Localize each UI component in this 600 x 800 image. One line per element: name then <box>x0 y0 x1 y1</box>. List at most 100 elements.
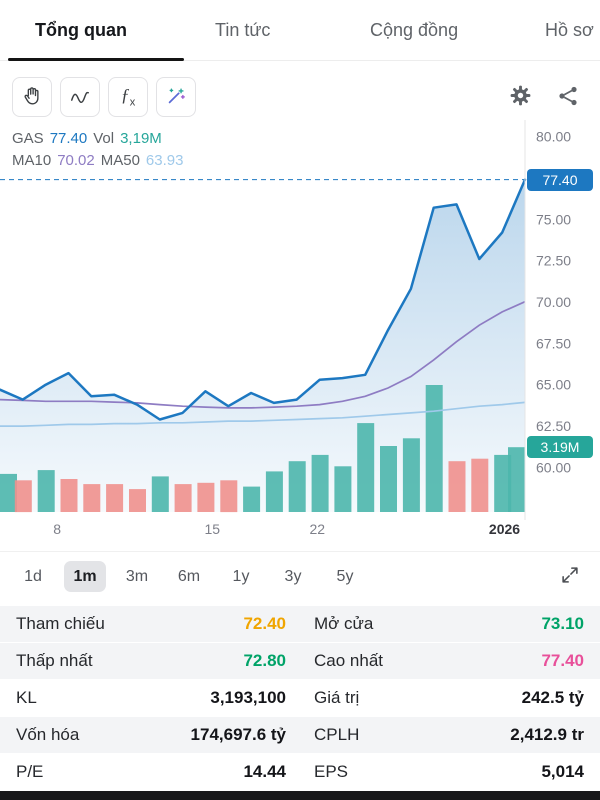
range-3y[interactable]: 3y <box>284 567 302 585</box>
stat-cell: KL 3,193,100 <box>16 688 286 708</box>
stats-row-low-high: Thấp nhất 72.80 Cao nhất 77.40 <box>0 643 600 679</box>
range-1y[interactable]: 1y <box>232 567 250 585</box>
stat-label: Tham chiếu <box>16 614 105 633</box>
tab-tin-tuc[interactable]: Tin tức <box>215 19 271 40</box>
stats-row-reference-open: Tham chiếu 72.40 Mở cửa 73.10 <box>0 606 600 642</box>
ma10-label: MA10 <box>12 152 52 169</box>
stats-row-volume-value: KL 3,193,100 Giá trị 242.5 tỷ <box>0 680 600 716</box>
share-button[interactable] <box>548 77 588 117</box>
volume-bar <box>243 486 261 512</box>
stat-cell: Mở cửa 73.10 <box>314 614 584 634</box>
expand-icon <box>559 564 581 589</box>
tab-tong-quan[interactable]: Tổng quan <box>35 19 127 40</box>
tab-bar: Tổng quan Tin tức Cộng đồng Hồ sơ <box>0 0 600 61</box>
stat-label: CPLH <box>314 725 360 744</box>
tab-ho-so[interactable]: Hồ sơ <box>545 19 594 40</box>
volume-bar <box>311 454 329 512</box>
volume-bar <box>508 447 525 512</box>
volume-bar <box>334 466 352 512</box>
range-1d[interactable]: 1d <box>24 567 42 585</box>
stat-cell: CPLH 2,412.9 tr <box>314 725 584 745</box>
x-axis-label: 2026 <box>489 521 520 537</box>
stats-row-pe-eps: P/E 14.44 EPS 5,014 <box>0 754 600 790</box>
stat-value: 73.10 <box>541 614 584 633</box>
volume-bar <box>60 479 78 512</box>
ma10-value: 70.02 <box>57 152 95 169</box>
ma50-value: 63.93 <box>145 152 184 169</box>
stat-label: Cao nhất <box>314 651 383 670</box>
price-chart[interactable]: 80.00 75.00 72.50 70.00 67.50 65.00 62.50 60.00… <box>0 120 600 545</box>
share-icon <box>556 84 580 111</box>
timeframe-selector: 1d 1m 3m 6m 1y 3y 5y <box>0 551 600 601</box>
magic-wand-icon <box>165 85 187 110</box>
settings-gear-icon <box>508 83 533 111</box>
volume-bar <box>220 480 238 513</box>
stat-value: 72.40 <box>243 614 286 633</box>
stat-label: Thấp nhất <box>16 651 93 670</box>
last-price: 77.40 <box>49 130 88 147</box>
volume-bar <box>37 470 55 512</box>
volume-bar <box>494 454 512 512</box>
stat-cell: Tham chiếu 72.40 <box>16 614 286 634</box>
range-6m[interactable]: 6m <box>177 567 201 585</box>
vol-label: Vol <box>93 130 115 147</box>
vol-value: 3,19M <box>120 130 162 147</box>
stat-cell: Giá trị 242.5 tỷ <box>314 688 584 708</box>
volume-bar <box>402 438 420 512</box>
volume-bar <box>265 471 283 512</box>
range-3m[interactable]: 3m <box>125 567 149 585</box>
stat-cell: Thấp nhất 72.80 <box>16 651 286 671</box>
range-5y[interactable]: 5y <box>336 567 354 585</box>
pan-tool-button[interactable] <box>12 77 52 117</box>
x-axis-label: 22 <box>310 521 326 537</box>
y-axis-label: 67.50 <box>536 335 571 351</box>
tab-cong-dong[interactable]: Cộng đồng <box>370 19 459 40</box>
stat-label: Mở cửa <box>314 614 374 633</box>
volume-bar <box>471 458 489 512</box>
y-axis-label: 65.00 <box>536 377 571 393</box>
volume-bar <box>425 385 443 512</box>
stat-label: Vốn hóa <box>16 725 80 744</box>
volume-bar <box>288 461 306 512</box>
function-fx-button[interactable]: ƒx <box>108 77 148 117</box>
pan-hand-icon <box>21 85 43 110</box>
volume-bar <box>357 423 375 512</box>
volume-bar <box>380 446 397 512</box>
stat-label: EPS <box>314 762 349 781</box>
legend-line-1: GAS 77.40 Vol 3,19M <box>12 128 189 150</box>
chart-canvas: 80.00 75.00 72.50 70.00 67.50 65.00 62.50 60.00… <box>0 120 571 537</box>
ma50-label: MA50 <box>100 152 140 169</box>
volume-bar <box>151 476 169 512</box>
stat-label: KL <box>16 688 37 707</box>
stat-value: 3,193,100 <box>210 688 286 707</box>
volume-bar <box>174 484 192 512</box>
chart-legend: GAS 77.40 Vol 3,19M MA10 70.02 MA50 63.93 <box>12 128 189 172</box>
volume-bar <box>448 461 466 512</box>
y-axis-label: 80.00 <box>536 129 571 145</box>
current-volume-badge: 3.19M <box>527 436 593 458</box>
volume-bar <box>129 489 146 512</box>
price-area-fill <box>0 179 525 512</box>
x-axis-label: 8 <box>53 521 61 537</box>
volume-bar <box>83 484 101 512</box>
range-1m[interactable]: 1m <box>64 561 106 592</box>
stat-cell: P/E 14.44 <box>16 762 286 782</box>
expand-chart-button[interactable] <box>552 559 588 595</box>
stat-value: 77.40 <box>541 651 584 670</box>
settings-button[interactable] <box>500 77 540 117</box>
stat-value: 174,697.6 tỷ <box>190 725 286 744</box>
active-tab-underline <box>8 58 184 61</box>
volume-bar <box>106 484 124 512</box>
y-axis-label: 70.00 <box>536 294 571 310</box>
stat-cell: Cao nhất 77.40 <box>314 651 584 671</box>
volume-bar <box>197 482 215 512</box>
stat-value: 2,412.9 tr <box>510 725 584 744</box>
y-axis-label: 60.00 <box>536 460 571 476</box>
volume-bar <box>0 473 17 512</box>
indicator-button[interactable] <box>60 77 100 117</box>
magic-wand-button[interactable] <box>156 77 196 117</box>
stats-row-marketcap-shares: Vốn hóa 174,697.6 tỷ CPLH 2,412.9 tr <box>0 717 600 753</box>
stats-table: Tham chiếu 72.40 Mở cửa 73.10 Thấp nhất 72.… <box>0 606 600 791</box>
stat-label: P/E <box>16 762 44 781</box>
